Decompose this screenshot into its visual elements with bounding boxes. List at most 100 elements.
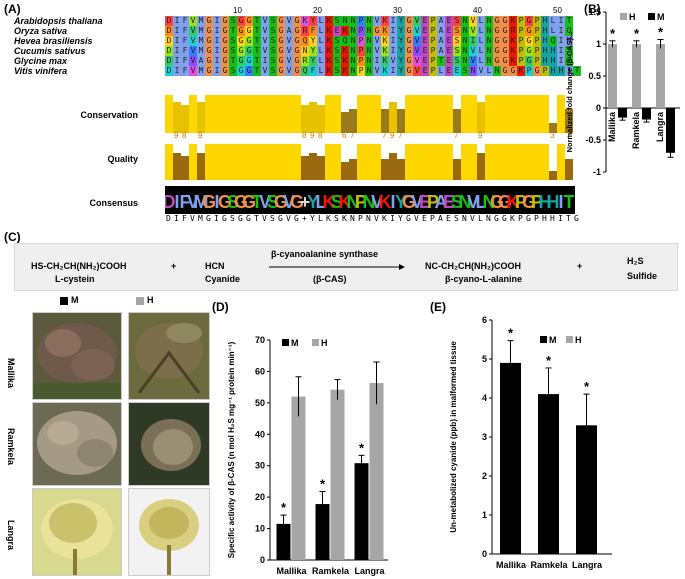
conservation-bar — [509, 95, 517, 133]
consensus-logo-letter: F — [180, 192, 191, 212]
conservation-bar — [565, 109, 573, 133]
consensus-logo-letter: K — [507, 192, 520, 212]
category-label: Mallika — [496, 560, 527, 570]
consensus-residue: V — [374, 214, 379, 223]
consensus-logo-letter: Y — [307, 192, 319, 212]
conservation-bar — [205, 95, 213, 133]
consensus-residue: D — [166, 214, 171, 223]
panel-label-b: (B) — [584, 2, 601, 16]
conservation-bar — [301, 105, 309, 133]
conservation-bar — [213, 95, 221, 133]
reaction-box: HS-CH₂CH(NH₂)COOH L-cystein + HCN Cyanid… — [14, 243, 678, 291]
conservation-bar — [517, 95, 525, 133]
chart-e: 0 1 2 3 4 5 6 Un-metabolized cyanide (ppb) in m… — [449, 315, 612, 570]
conservation-bar — [397, 109, 405, 133]
ruler-tick-label: 20 — [313, 6, 322, 15]
bar — [354, 463, 369, 560]
substrate-cyanide-name: Cyanide — [205, 274, 241, 284]
consensus-residue: S — [334, 214, 339, 223]
consensus-logo-letter: S — [331, 192, 343, 212]
conservation-bar — [405, 95, 413, 133]
quality-bar — [245, 144, 253, 180]
photo-legend-h: H — [147, 295, 154, 305]
consensus-residue: L — [478, 214, 483, 223]
consensus-residue: G — [526, 214, 531, 223]
conservation-bar — [373, 95, 381, 133]
significance-star: * — [634, 26, 640, 41]
quality-bar — [357, 144, 365, 180]
consensus-residue: S — [230, 214, 235, 223]
consensus-logo-letter: G — [274, 192, 288, 212]
photo-ramkela-healthy — [128, 402, 210, 486]
consensus-residue: S — [270, 214, 275, 223]
conservation-bar — [413, 95, 421, 133]
quality-bar — [517, 144, 525, 180]
y-tick-label: 4 — [482, 393, 487, 403]
y-tick-label: 10 — [255, 524, 265, 534]
y-tick-label: 0 — [260, 555, 265, 565]
conservation-bar — [237, 95, 245, 133]
consensus-logo-letter: G — [242, 192, 256, 212]
category-label: Langra — [572, 560, 603, 570]
legend-label: H — [321, 338, 328, 348]
bar — [656, 44, 665, 108]
quality-bar — [421, 144, 429, 180]
consensus-logo-letter: P — [515, 192, 527, 212]
bar — [276, 523, 291, 560]
conservation-bar — [541, 95, 549, 133]
quality-bar — [437, 144, 445, 180]
conservation-bar — [549, 123, 557, 133]
quality-bar — [325, 144, 333, 180]
y-tick-label: 2 — [482, 471, 487, 481]
quality-bar — [509, 144, 517, 180]
y-axis-label: Normalized fold change (β-CAS)... — [565, 32, 574, 153]
consensus-logo-letter: Y — [395, 192, 407, 212]
consensus-logo-letter: K — [339, 192, 352, 212]
consensus-logo-letter: N — [363, 192, 376, 212]
conservation-bar — [341, 112, 349, 133]
conservation-score: 6 — [342, 131, 347, 140]
y-tick-label: 6 — [482, 315, 487, 325]
enzyme-name: β-cyanoalanine synthase — [271, 249, 379, 259]
consensus-logo-letter: M — [194, 192, 209, 212]
consensus-residue: I — [174, 214, 179, 223]
consensus-logo-letter: V — [259, 192, 271, 212]
consensus-residue: T — [566, 214, 571, 223]
conservation-bar — [293, 95, 301, 133]
consensus-residue: N — [366, 214, 371, 223]
consensus-logo-letter: A — [435, 192, 448, 212]
legend-swatch-healthy — [136, 297, 144, 305]
consensus-logo-letter: P — [355, 192, 367, 212]
y-tick-label: 5 — [482, 354, 487, 364]
conservation-bar — [181, 105, 189, 133]
bar — [666, 108, 675, 153]
consensus-residue: I — [214, 214, 219, 223]
conservation-bar — [253, 95, 261, 133]
consensus-logo-letter: T — [564, 192, 575, 212]
consensus-logo-letter: I — [390, 192, 395, 212]
consensus-residue: T — [254, 214, 259, 223]
panel-label-c: (C) — [4, 230, 21, 244]
species-name: Glycine max — [14, 56, 68, 66]
consensus-residue: G — [278, 214, 283, 223]
conservation-bar — [173, 102, 181, 133]
legend-swatch — [648, 13, 655, 20]
consensus-residue: H — [550, 214, 555, 223]
consensus-residue: I — [558, 214, 563, 223]
conservation-track — [165, 95, 573, 133]
conservation-bar — [421, 95, 429, 133]
species-list: Arabidopsis thaliana Oryza sativa Hevea br… — [14, 16, 164, 76]
y-tick-label: -0.5 — [585, 135, 601, 145]
y-tick-label: 0 — [482, 549, 487, 559]
conservation-bar — [357, 95, 365, 133]
consensus-logo-letter: G — [290, 192, 304, 212]
category-label: Ramkela — [530, 560, 568, 570]
quality-bar — [397, 159, 405, 180]
conservation-bar — [389, 102, 397, 133]
significance-star: * — [281, 500, 287, 515]
conservation-bar — [285, 95, 293, 133]
